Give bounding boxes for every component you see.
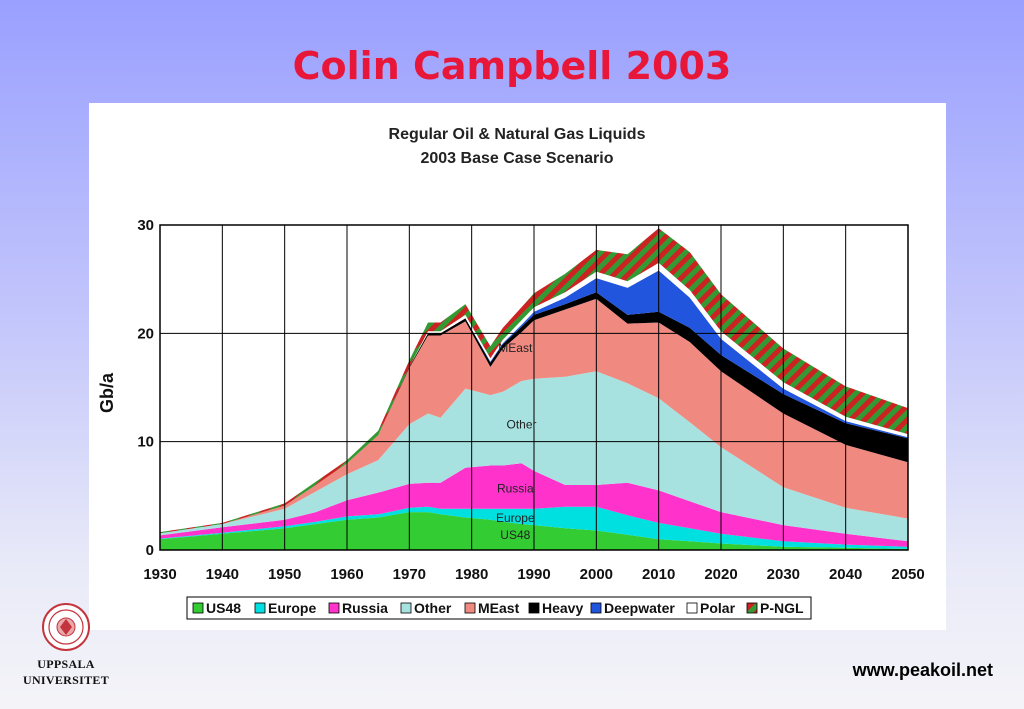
legend-swatch-other xyxy=(400,602,412,614)
gridlines xyxy=(159,224,909,551)
y-tick-label: 20 xyxy=(137,325,154,342)
x-tick-label: 1940 xyxy=(206,566,239,583)
legend-label-heavy: Heavy xyxy=(542,600,583,616)
logo-line-2: UNIVERSITET xyxy=(23,673,109,687)
legend-swatch-polar xyxy=(686,602,698,614)
y-tick-label: 30 xyxy=(137,217,154,234)
x-tick-label: 2050 xyxy=(891,566,924,583)
legend-label-deepwater: Deepwater xyxy=(604,600,675,616)
logo-line-1: UPPSALA xyxy=(37,657,94,671)
legend-label-meast: MEast xyxy=(478,600,520,616)
legend-swatch-p-ngl xyxy=(746,602,758,614)
x-tick-label: 1960 xyxy=(330,566,363,583)
y-tick-label: 10 xyxy=(137,434,154,451)
legend-label-us48: US48 xyxy=(206,600,241,616)
annotation-other: Other xyxy=(507,418,537,432)
university-seal-icon: UPPSALA UNIVERSITET xyxy=(23,603,109,687)
x-tick-label: 1990 xyxy=(517,566,550,583)
x-tick-label: 2040 xyxy=(829,566,862,583)
legend: US48 Europe Russia Other MEast Heavy Deepwater… xyxy=(186,596,812,620)
x-tick-label: 1950 xyxy=(268,566,301,583)
axes: 1930 1940 1950 1960 1970 1980 1990 2000 2010 2020… xyxy=(137,217,924,583)
legend-swatch-meast xyxy=(464,602,476,614)
plot-frame xyxy=(159,224,909,551)
chart-panel: Regular Oil & Natural Gas Liquids 2003 B… xyxy=(89,103,946,630)
legend-swatch-russia xyxy=(328,602,340,614)
annotation-meast: MEast xyxy=(498,341,533,355)
x-tick-label: 1970 xyxy=(393,566,426,583)
legend-swatch-deepwater xyxy=(590,602,602,614)
x-tick-label: 2030 xyxy=(767,566,800,583)
legend-box xyxy=(186,596,812,620)
chart-subtitle: 2003 Base Case Scenario xyxy=(420,150,613,167)
footer-url: www.peakoil.net xyxy=(852,660,993,680)
x-tick-label: 2020 xyxy=(704,566,737,583)
area-annotations: MEast Other Russia Europe US48 xyxy=(496,341,537,542)
legend-swatch-us48 xyxy=(192,602,204,614)
area-chart: Regular Oil & Natural Gas Liquids 2003 B… xyxy=(97,126,925,620)
legend-swatch-europe xyxy=(254,602,266,614)
chart-title: Regular Oil & Natural Gas Liquids xyxy=(389,126,646,143)
x-tick-label: 2010 xyxy=(642,566,675,583)
annotation-russia: Russia xyxy=(497,482,534,496)
legend-label-europe: Europe xyxy=(268,600,316,616)
annotation-us48: US48 xyxy=(500,528,530,542)
legend-swatch-heavy xyxy=(528,602,540,614)
x-tick-label: 1930 xyxy=(143,566,176,583)
legend-label-russia: Russia xyxy=(342,600,388,616)
x-tick-label: 2000 xyxy=(580,566,613,583)
slide-title: Colin Campbell 2003 xyxy=(292,44,732,88)
annotation-europe: Europe xyxy=(496,511,535,525)
x-tick-label: 1980 xyxy=(455,566,488,583)
legend-label-p-ngl: P-NGL xyxy=(760,600,804,616)
y-axis-label: Gb/a xyxy=(97,372,117,413)
legend-label-other: Other xyxy=(414,600,452,616)
legend-label-polar: Polar xyxy=(700,600,736,616)
y-tick-label: 0 xyxy=(146,542,154,559)
